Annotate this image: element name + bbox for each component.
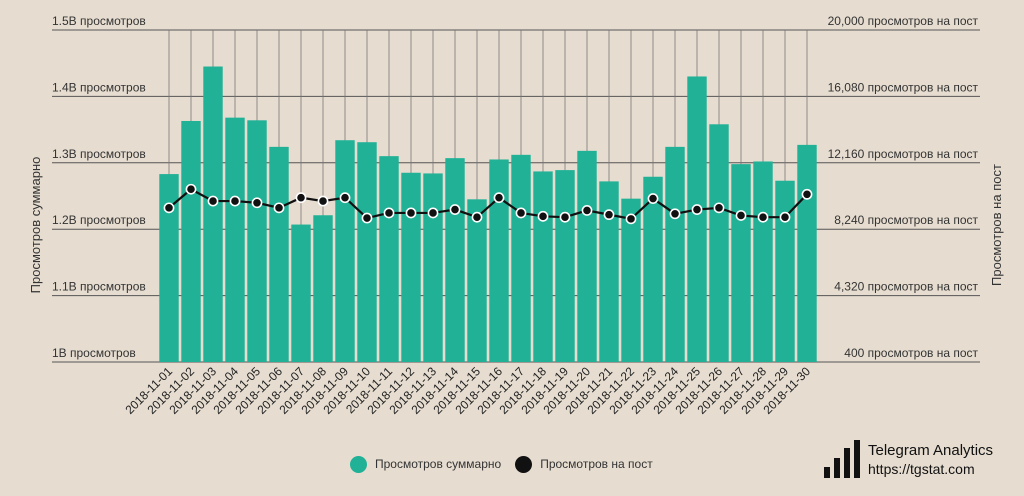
point-2018-11-17[interactable]	[515, 207, 527, 219]
point-2018-11-22[interactable]	[625, 213, 637, 225]
right-tick-label: 8,240 просмотров на пост	[834, 213, 978, 227]
bar-2018-11-08[interactable]	[313, 215, 333, 362]
point-2018-11-13[interactable]	[427, 207, 439, 219]
right-tick-label: 20,000 просмотров на пост	[828, 14, 979, 28]
legend-label-total: Просмотров суммарно	[375, 457, 502, 471]
bar-2018-11-19[interactable]	[555, 170, 575, 362]
x-axis: 2018-11-012018-11-022018-11-032018-11-04…	[122, 364, 813, 417]
legend-swatch-total	[350, 455, 367, 473]
point-2018-11-18[interactable]	[537, 210, 549, 222]
bar-chart-logo-icon	[824, 440, 860, 478]
point-2018-11-02[interactable]	[185, 183, 197, 195]
bar-2018-11-16[interactable]	[489, 159, 509, 362]
per-post-line	[163, 183, 813, 225]
point-2018-11-30[interactable]	[801, 188, 813, 200]
left-tick-label: 1.1B просмотров	[52, 280, 146, 294]
left-tick-label: 1B просмотров	[52, 346, 136, 360]
bar-2018-11-10[interactable]	[357, 142, 377, 362]
brand-url[interactable]: https://tgstat.com	[868, 461, 975, 477]
left-tick-label: 1.3B просмотров	[52, 147, 146, 161]
point-2018-11-12[interactable]	[405, 207, 417, 219]
bar-2018-11-15[interactable]	[467, 199, 487, 362]
right-tick-label: 400 просмотров на пост	[844, 346, 978, 360]
bar-2018-11-21[interactable]	[599, 181, 619, 362]
left-axis: 1B просмотров 1.1B просмотров 1.2B просмот…	[52, 14, 146, 360]
bar-2018-11-20[interactable]	[577, 150, 597, 362]
point-2018-11-19[interactable]	[559, 211, 571, 223]
left-tick-label: 1.5B просмотров	[52, 14, 146, 28]
legend-item-per-post[interactable]: Просмотров на пост	[515, 455, 653, 473]
point-2018-11-05[interactable]	[251, 197, 263, 209]
legend-swatch-per-post	[515, 455, 533, 473]
right-axis-title: Просмотров на пост	[989, 164, 1004, 286]
bar-2018-11-06[interactable]	[269, 146, 289, 362]
bar-2018-11-17[interactable]	[511, 154, 531, 362]
bar-2018-11-11[interactable]	[379, 156, 399, 362]
point-2018-11-11[interactable]	[383, 207, 395, 219]
bar-2018-11-24[interactable]	[665, 146, 685, 362]
brand: Telegram Analytics https://tgstat.com	[824, 440, 1014, 480]
point-2018-11-07[interactable]	[295, 192, 307, 204]
left-tick-label: 1.2B просмотров	[52, 213, 146, 227]
legend: Просмотров суммарно Просмотров на пост	[350, 454, 653, 474]
point-2018-11-16[interactable]	[493, 192, 505, 204]
bars	[159, 66, 817, 363]
point-2018-11-01[interactable]	[163, 202, 175, 214]
bar-2018-11-23[interactable]	[643, 176, 663, 362]
bar-2018-11-29[interactable]	[775, 180, 795, 362]
point-2018-11-28[interactable]	[757, 211, 769, 223]
bar-2018-11-22[interactable]	[621, 198, 641, 362]
bar-2018-11-27[interactable]	[731, 164, 751, 362]
point-2018-11-29[interactable]	[779, 211, 791, 223]
bar-2018-11-02[interactable]	[181, 120, 201, 362]
right-tick-label: 4,320 просмотров на пост	[834, 280, 978, 294]
point-2018-11-14[interactable]	[449, 204, 461, 215]
chart: 1B просмотров 1.1B просмотров 1.2B просмот…	[28, 14, 1004, 417]
bar-2018-11-26[interactable]	[709, 124, 729, 363]
point-2018-11-26[interactable]	[713, 202, 725, 214]
point-2018-11-08[interactable]	[317, 195, 329, 207]
bar-2018-11-04[interactable]	[225, 117, 245, 362]
bar-2018-11-28[interactable]	[753, 161, 773, 362]
bar-2018-11-12[interactable]	[401, 172, 421, 362]
left-axis-title: Просмотров суммарно	[28, 157, 43, 294]
point-2018-11-24[interactable]	[669, 208, 681, 220]
legend-item-total[interactable]: Просмотров суммарно	[350, 455, 502, 473]
point-2018-11-06[interactable]	[273, 202, 285, 214]
right-tick-label: 16,080 просмотров на пост	[828, 80, 979, 94]
bar-2018-11-07[interactable]	[291, 224, 311, 362]
point-2018-11-25[interactable]	[691, 204, 703, 215]
bar-2018-11-18[interactable]	[533, 171, 553, 362]
point-2018-11-09[interactable]	[339, 192, 351, 204]
bar-2018-11-13[interactable]	[423, 173, 443, 362]
point-2018-11-04[interactable]	[229, 195, 241, 207]
bar-2018-11-14[interactable]	[445, 158, 465, 362]
point-2018-11-23[interactable]	[647, 193, 659, 204]
point-2018-11-20[interactable]	[581, 204, 593, 216]
right-tick-label: 12,160 просмотров на пост	[828, 147, 979, 161]
bar-2018-11-05[interactable]	[247, 120, 267, 362]
point-2018-11-15[interactable]	[471, 211, 483, 223]
point-2018-11-03[interactable]	[207, 195, 219, 207]
legend-label-per-post: Просмотров на пост	[540, 457, 653, 471]
right-axis: 400 просмотров на пост 4,320 просмотров н…	[828, 14, 979, 360]
bar-2018-11-09[interactable]	[335, 140, 355, 362]
bar-2018-11-25[interactable]	[687, 76, 707, 362]
bar-2018-11-03[interactable]	[203, 66, 223, 363]
point-2018-11-10[interactable]	[361, 212, 373, 224]
brand-name: Telegram Analytics	[868, 442, 994, 459]
point-2018-11-27[interactable]	[735, 210, 747, 221]
bar-2018-11-01[interactable]	[159, 174, 179, 362]
left-tick-label: 1.4B просмотров	[52, 80, 146, 94]
bar-2018-11-30[interactable]	[797, 144, 817, 362]
point-2018-11-21[interactable]	[603, 209, 615, 221]
